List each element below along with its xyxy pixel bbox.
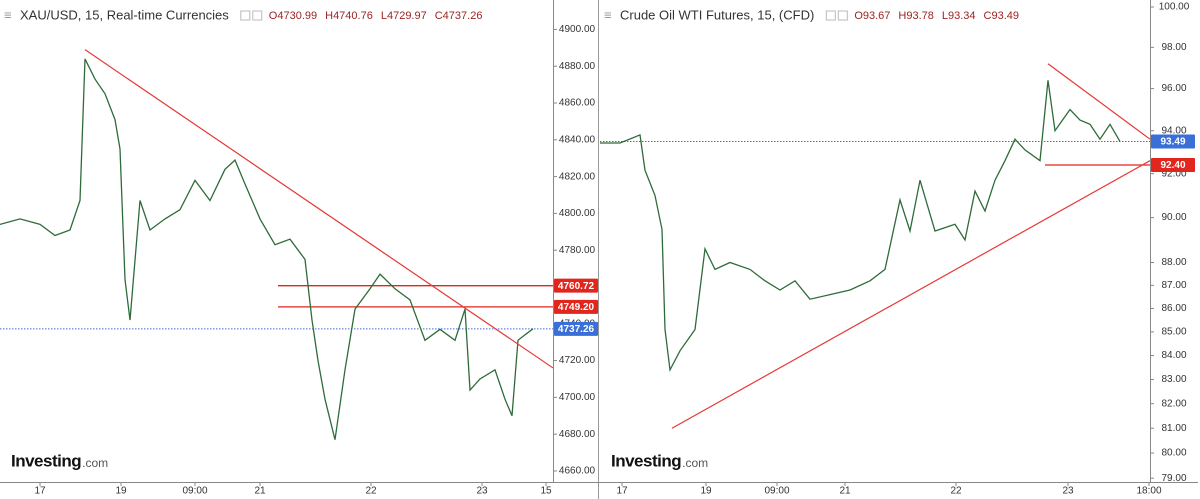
x-tick-label: 09:00 <box>182 486 207 497</box>
trend-line <box>84 49 554 369</box>
y-tick-label: 88.00 <box>1161 257 1186 268</box>
y-tick-label: 4800.00 <box>559 208 596 219</box>
x-tick-label: 17 <box>616 486 628 497</box>
price-tag <box>554 321 598 336</box>
y-tick-label: 4820.00 <box>559 171 596 182</box>
y-tick-label: 86.00 <box>1161 303 1186 314</box>
y-tick-label: 85.00 <box>1161 327 1186 338</box>
y-tick-label: 84.00 <box>1161 350 1186 361</box>
trend-line <box>1047 63 1151 140</box>
y-tick-label: 4700.00 <box>559 392 596 403</box>
y-tick-label: 4900.00 <box>559 24 596 35</box>
x-tick-label: 21 <box>254 486 266 497</box>
x-tick-label: 22 <box>950 486 962 497</box>
y-tick-label: 83.00 <box>1161 374 1186 385</box>
y-tick-label: 4780.00 <box>559 245 596 256</box>
y-tick-label: 4660.00 <box>559 466 596 477</box>
ohlc-value: O93.67 <box>854 10 890 22</box>
y-tick-label: 90.00 <box>1161 212 1186 223</box>
x-tick-label: 15 <box>540 486 552 497</box>
header-icon <box>240 10 251 21</box>
price-tag-label: 4760.72 <box>558 281 595 292</box>
y-tick-label: 100.00 <box>1159 2 1190 13</box>
y-tick-label: 87.00 <box>1161 280 1186 291</box>
y-tick-label: 98.00 <box>1161 42 1186 53</box>
y-tick-label: 4720.00 <box>559 355 596 366</box>
y-tick-label: 80.00 <box>1161 448 1186 459</box>
ohlc-value: L4729.97 <box>381 10 427 22</box>
price-tag <box>1151 157 1195 172</box>
ohlc-value: H93.78 <box>898 10 933 22</box>
chart-header: ≡ Crude Oil WTI Futures, 15, (CFD) O93.67 H… <box>604 7 1019 22</box>
chart-title: Crude Oil WTI Futures, 15, (CFD) <box>620 7 814 22</box>
y-tick-label: 4840.00 <box>559 134 596 145</box>
price-tag-label: 4749.20 <box>558 302 595 313</box>
x-tick-label: 21 <box>839 486 851 497</box>
ohlc-value: L93.34 <box>942 10 976 22</box>
watermark: Investing <box>611 451 681 470</box>
menu-icon: ≡ <box>4 7 12 22</box>
price-tag-label: 92.40 <box>1160 160 1185 171</box>
x-tick-label: 18:00 <box>1136 486 1161 497</box>
price-tag-label: 4737.26 <box>558 324 595 335</box>
watermark: .com <box>82 456 108 470</box>
y-tick-label: 96.00 <box>1161 83 1186 94</box>
x-tick-label: 19 <box>700 486 712 497</box>
trend-line <box>671 160 1151 429</box>
y-tick-label: 94.00 <box>1161 125 1186 136</box>
watermark: Investing <box>11 451 81 470</box>
chart-title: XAU/USD, 15, Real-time Currencies <box>20 7 229 22</box>
watermark: .com <box>682 456 708 470</box>
price-tag <box>554 278 598 293</box>
ohlc-value: H4740.76 <box>325 10 373 22</box>
y-tick-label: 4860.00 <box>559 98 596 109</box>
y-tick-label: 82.00 <box>1161 398 1186 409</box>
x-tick-label: 09:00 <box>764 486 789 497</box>
y-tick-label: 92.00 <box>1161 168 1186 179</box>
chart-header: ≡ XAU/USD, 15, Real-time Currencies O4730.… <box>4 7 482 22</box>
x-tick-label: 19 <box>115 486 127 497</box>
x-tick-label: 17 <box>34 486 46 497</box>
ohlc-value: O4730.99 <box>269 10 317 22</box>
y-tick-label: 79.00 <box>1161 473 1186 484</box>
y-tick-label: 81.00 <box>1161 423 1186 434</box>
y-tick-label: 4880.00 <box>559 61 596 72</box>
price-tag <box>554 299 598 314</box>
menu-icon: ≡ <box>604 7 612 22</box>
header-icon <box>825 10 836 21</box>
header-icon <box>837 10 848 21</box>
x-tick-label: 23 <box>476 486 488 497</box>
x-tick-label: 22 <box>365 486 377 497</box>
price-line <box>600 80 1121 373</box>
price-line <box>0 58 534 440</box>
ohlc-value: C93.49 <box>984 10 1019 22</box>
ohlc-value: C4737.26 <box>435 10 483 22</box>
price-tag-label: 93.49 <box>1160 137 1185 148</box>
header-icon <box>252 10 263 21</box>
x-tick-label: 23 <box>1062 486 1074 497</box>
price-tag <box>1151 134 1195 149</box>
y-tick-label: 4680.00 <box>559 429 596 440</box>
